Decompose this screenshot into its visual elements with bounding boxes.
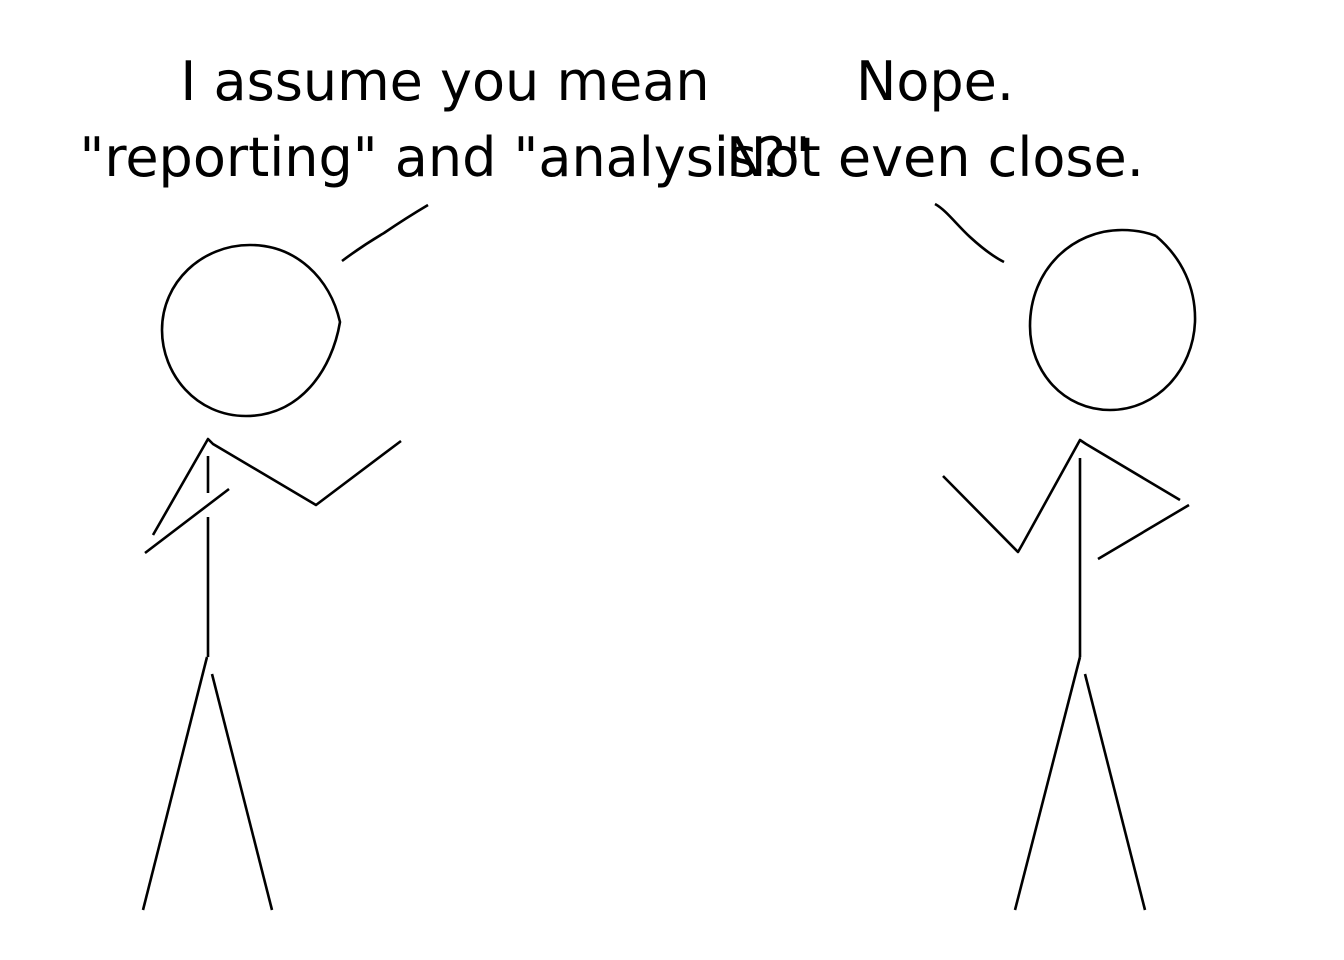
left-head	[160, 243, 342, 418]
left-stick-figure	[141, 203, 429, 911]
left-speech-line-1: I assume you mean	[180, 50, 710, 113]
right-head	[1028, 228, 1197, 412]
right-stick-figure	[934, 202, 1197, 911]
right-speech-line-1: Nope.	[855, 50, 1015, 113]
left-leg-left	[141, 656, 209, 911]
right-forearm	[1097, 503, 1190, 561]
right-speech-text: Nope. Not even close.	[690, 44, 1180, 196]
right-arm-left	[942, 438, 1181, 554]
right-leg-right	[1083, 673, 1147, 911]
left-speech-line-2: "reporting" and "analysis?"	[79, 126, 811, 189]
left-forearm	[144, 487, 230, 555]
left-speech-tail	[341, 203, 429, 263]
left-arm-bent	[151, 437, 402, 536]
left-leg-right	[210, 673, 274, 911]
right-speech-tail	[934, 202, 1005, 264]
right-speech-line-2: Not even close.	[726, 126, 1144, 189]
right-leg-left	[1013, 656, 1082, 911]
left-speech-text: I assume you mean "reporting" and "analy…	[40, 44, 850, 196]
